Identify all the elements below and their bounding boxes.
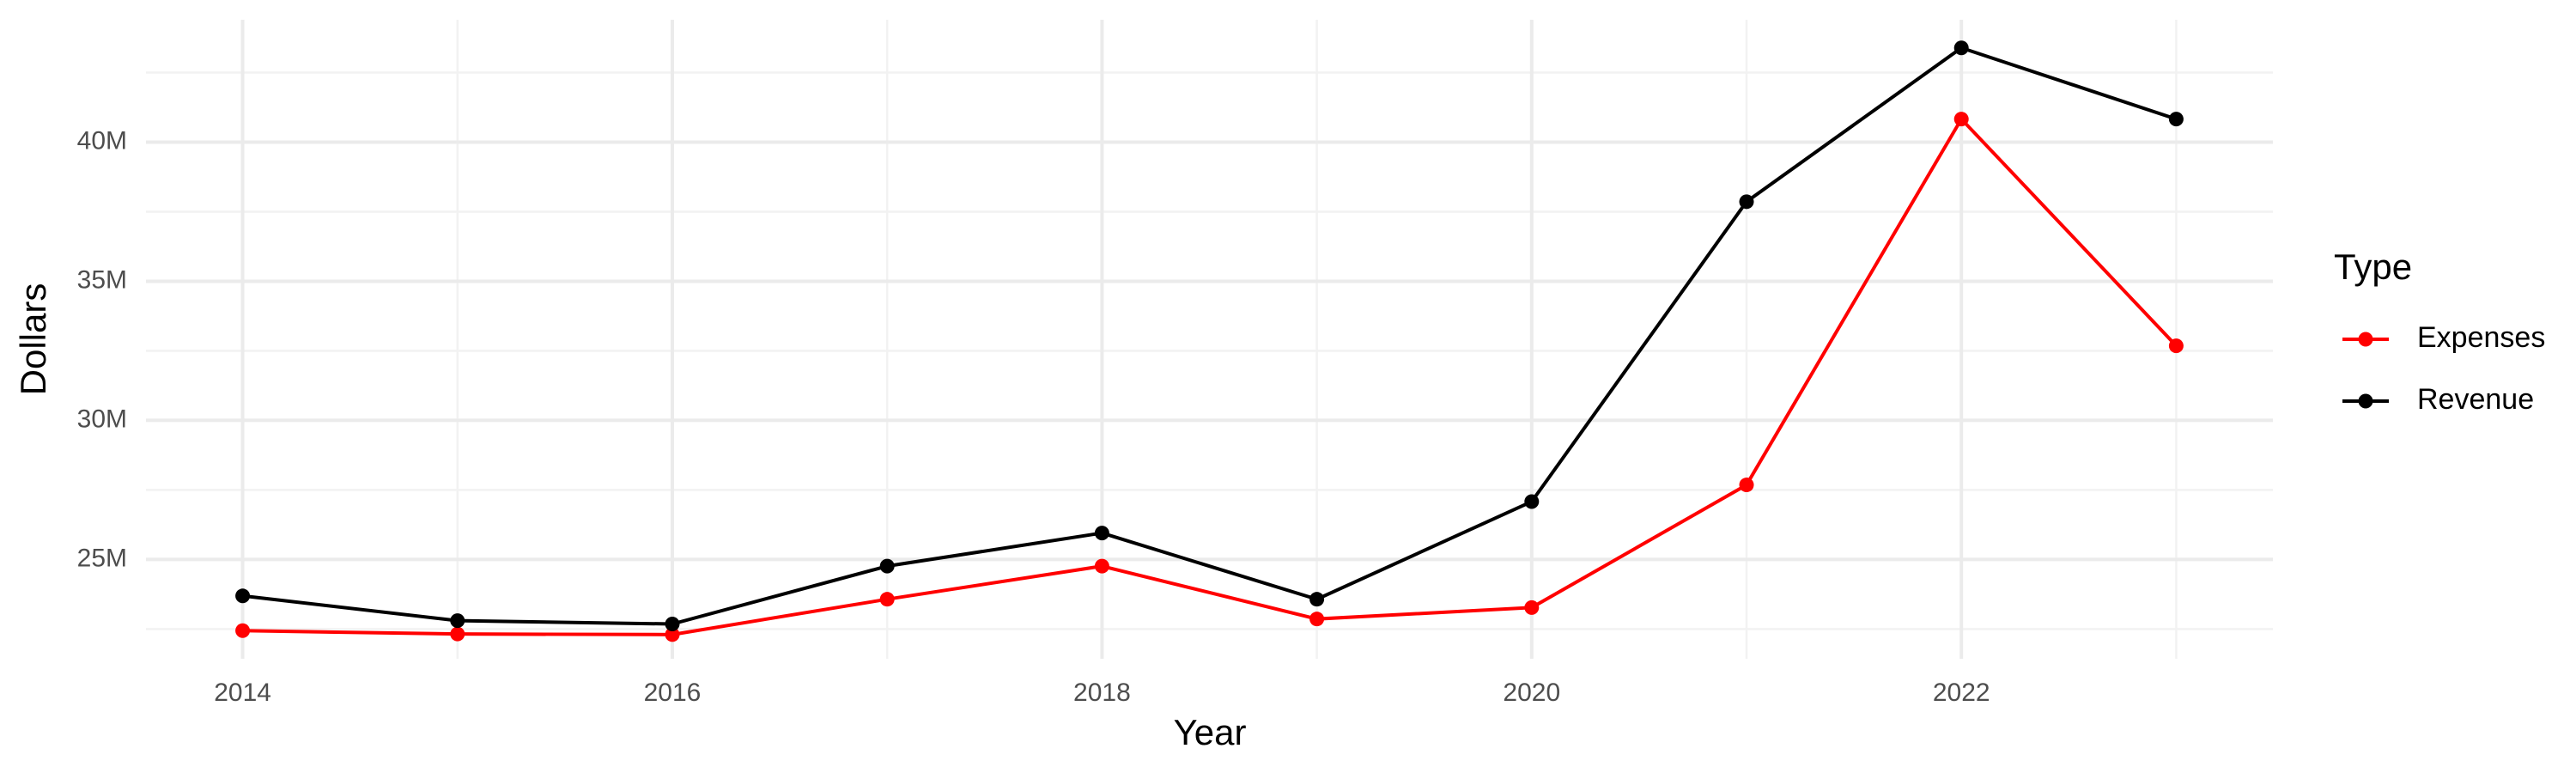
series-line: [242, 116, 2178, 636]
legend-key-point: [2358, 332, 2373, 347]
y-tick-label: 35M: [77, 265, 127, 294]
legend-title: Type: [2334, 247, 2412, 287]
data-point: [1524, 494, 1540, 509]
data-point: [235, 623, 251, 638]
data-point: [665, 627, 680, 642]
y-axis-title: Dollars: [13, 283, 53, 396]
x-tick-label: 2020: [1503, 679, 1560, 707]
data-point: [1739, 478, 1754, 493]
data-point: [1094, 558, 1109, 574]
x-axis-title: Year: [1174, 712, 1247, 752]
x-tick-label: 2022: [1933, 679, 1990, 707]
data-point: [1739, 194, 1754, 210]
legend-label: Revenue: [2417, 383, 2534, 416]
data-point: [1309, 612, 1325, 627]
data-point: [1309, 592, 1325, 607]
data-point: [235, 588, 251, 604]
data-point: [665, 617, 680, 632]
data-point: [879, 592, 895, 607]
data-point: [2168, 338, 2184, 354]
data-point: [1094, 526, 1109, 541]
y-tick-label: 30M: [77, 405, 127, 433]
data-point: [1953, 40, 1969, 56]
legend-label: Expenses: [2417, 321, 2545, 354]
y-tick-label: 40M: [77, 126, 127, 155]
data-point: [450, 626, 465, 642]
data-point: [1953, 112, 1969, 127]
data-point: [2168, 112, 2184, 127]
series-line: [242, 46, 2178, 626]
data-point: [879, 558, 895, 574]
x-tick-label: 2018: [1073, 679, 1131, 707]
y-tick-label: 25M: [77, 544, 127, 572]
x-tick-label: 2014: [214, 679, 271, 707]
legend-key-point: [2358, 393, 2373, 409]
data-point: [450, 613, 465, 629]
x-tick-label: 2016: [644, 679, 702, 707]
data-point: [1524, 600, 1540, 615]
